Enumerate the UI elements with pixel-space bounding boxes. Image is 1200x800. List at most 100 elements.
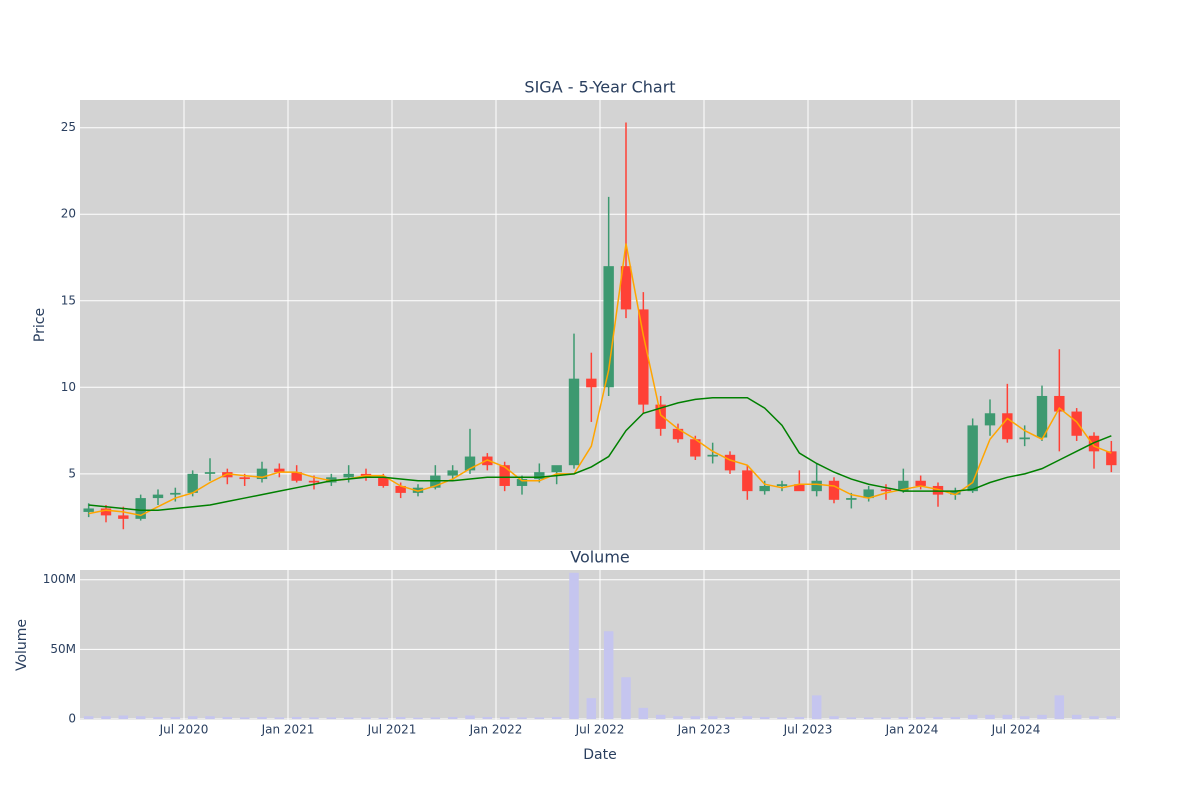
volume-bar — [274, 717, 285, 720]
volume-bar — [777, 717, 787, 720]
candle-body — [846, 498, 857, 500]
candle-body — [516, 479, 528, 486]
volume-bar — [967, 714, 978, 720]
volume-bar — [898, 716, 909, 720]
volume-bar — [759, 716, 770, 720]
volume-bar — [1054, 695, 1065, 720]
volume-bar — [447, 716, 458, 720]
volume-bar — [517, 717, 527, 720]
candle-body — [932, 485, 944, 495]
x-axis-title: Date — [583, 747, 616, 763]
candle-body — [828, 480, 840, 500]
candle-body — [1002, 413, 1013, 440]
y2-axis-title: Volume — [14, 619, 30, 671]
chart-title: SIGA - 5-Year Chart — [524, 78, 675, 97]
candle-body — [395, 485, 406, 493]
volume-title: Volume — [570, 548, 630, 567]
volume-bar — [655, 714, 666, 720]
candle-body — [811, 480, 822, 492]
y-tick-label: 15 — [61, 293, 76, 307]
candle-body — [1106, 451, 1117, 466]
candle-body — [1088, 435, 1100, 452]
volume-bar — [1037, 714, 1047, 720]
volume-bar — [690, 716, 701, 720]
candle-body — [239, 477, 250, 480]
candle-body — [412, 487, 424, 493]
candle-body — [1036, 395, 1048, 438]
candle-body — [447, 470, 458, 476]
volume-bar — [291, 716, 302, 720]
moving-average-line — [88, 396, 1112, 511]
candle-body — [1054, 395, 1065, 412]
volume-bar — [309, 717, 319, 720]
volume-bar — [794, 716, 805, 720]
candle-body — [204, 472, 216, 474]
candle-body — [794, 484, 805, 492]
volume-bar — [1019, 716, 1030, 720]
candle-body — [690, 439, 701, 457]
volume-bar — [811, 695, 822, 720]
y-tick-label: 5 — [68, 466, 76, 480]
candle-body — [274, 468, 285, 473]
y-tick-label: 10 — [61, 380, 76, 394]
candle-body — [863, 489, 874, 499]
candle-body — [1019, 437, 1030, 440]
candle-body — [343, 473, 354, 478]
volume-bar — [603, 631, 614, 720]
volume-bar — [1089, 716, 1099, 720]
volume-bar — [846, 717, 857, 720]
candle-body — [256, 468, 268, 480]
candle-body — [568, 378, 580, 466]
volume-bar — [586, 698, 597, 720]
volume-bar — [881, 717, 891, 720]
candle-body — [603, 266, 614, 388]
candle-body — [152, 494, 164, 499]
candle-body — [672, 428, 684, 440]
volume-bar — [343, 717, 354, 720]
volume-bar — [985, 714, 995, 720]
candle-body — [83, 508, 94, 512]
candle-body — [326, 477, 337, 483]
volume-bar — [153, 716, 163, 720]
volume-bar — [499, 716, 510, 720]
moving-average-line — [88, 243, 1112, 517]
y-axis-title: Price — [32, 308, 48, 342]
x-tick-label: Jul 2020 — [159, 723, 209, 737]
candle-body — [308, 480, 320, 483]
candle-body — [499, 465, 510, 486]
candle-body — [482, 456, 493, 466]
candle-body — [950, 491, 961, 495]
volume-bar — [1002, 714, 1013, 720]
volume-bar — [638, 707, 649, 720]
volume-bar — [222, 716, 233, 720]
x-tick-label: Jul 2024 — [991, 723, 1041, 737]
volume-bar — [829, 716, 839, 720]
volume-bar — [326, 717, 337, 720]
candle-body — [880, 489, 892, 492]
x-tick-label: Jul 2023 — [783, 723, 833, 737]
volume-bar — [430, 717, 441, 720]
volume-bar — [361, 717, 371, 720]
x-tick-label: Jan 2022 — [469, 723, 523, 737]
candle-body — [915, 480, 926, 486]
layer: 5 10 15 20 25 Jul 2020 Jan 2021 Jul 2021 Jan 202… — [43, 100, 1120, 737]
candle-body — [655, 404, 666, 429]
y-tick-label: 0 — [68, 712, 76, 726]
candle-body — [430, 475, 441, 488]
volume-bar — [465, 715, 475, 720]
candle-body — [707, 454, 718, 457]
volume-bar — [950, 716, 961, 720]
x-tick-label: Jan 2023 — [677, 723, 731, 737]
volume-bar — [239, 717, 250, 720]
volume-bar — [569, 572, 579, 720]
volume-bar — [170, 716, 181, 720]
volume-bar — [83, 716, 94, 720]
candle-body — [638, 309, 649, 405]
volume-bar — [725, 716, 735, 720]
y-tick-label: 100M — [43, 572, 76, 586]
volume-bar — [1071, 714, 1082, 720]
candle-body — [551, 465, 562, 473]
candle-body — [135, 498, 146, 519]
candle-body — [118, 515, 129, 519]
